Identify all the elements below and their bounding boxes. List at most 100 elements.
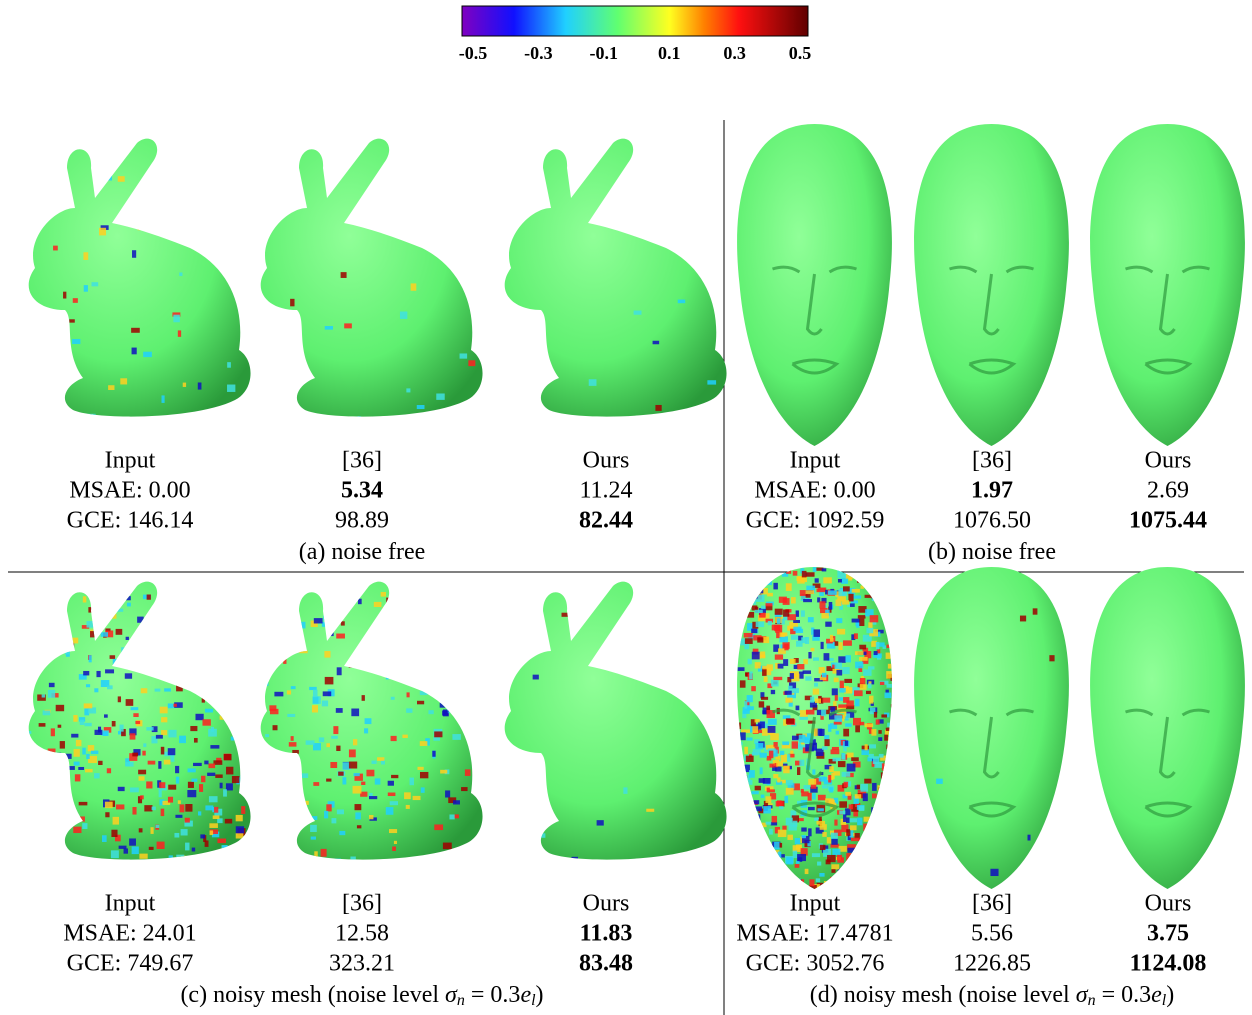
noise-spot [785, 698, 792, 703]
noise-spot [783, 659, 788, 666]
noise-spot [73, 858, 82, 863]
noise-spot [125, 762, 133, 767]
noise-spot [212, 615, 221, 620]
noise-spot [874, 590, 882, 596]
noise-spot [751, 686, 756, 691]
noise-spot [772, 816, 777, 823]
noise-spot [767, 664, 773, 671]
noise-spot [378, 655, 385, 661]
noise-spot [760, 576, 766, 584]
noise-spot [868, 666, 874, 669]
noise-spot [180, 619, 184, 623]
noise-spot [743, 847, 747, 852]
noise-spot [349, 762, 357, 769]
noise-spot [845, 792, 851, 796]
noise-spot [830, 635, 833, 639]
noise-spot [867, 879, 875, 882]
colorbar-tick-label: 0.1 [658, 43, 681, 63]
noise-spot [741, 878, 749, 884]
noise-spot [812, 793, 816, 799]
noise-spot [125, 582, 132, 587]
noise-spot [859, 574, 864, 578]
noise-spot [386, 807, 394, 815]
noise-spot [839, 697, 843, 701]
noise-spot [752, 605, 758, 610]
noise-spot [66, 766, 74, 770]
noise-spot [40, 809, 44, 817]
noise-spot [116, 804, 124, 809]
noise-spot [746, 870, 752, 878]
noise-spot [808, 652, 811, 658]
noise-spot [891, 847, 899, 854]
noise-spot [253, 828, 260, 831]
noise-spot [101, 612, 109, 616]
noise-spot [878, 730, 881, 734]
msae-value: 5.34 [341, 478, 383, 504]
noise-spot [48, 690, 55, 698]
noise-spot [210, 830, 214, 835]
noise-spot [56, 705, 64, 711]
noise-spot [333, 726, 338, 734]
noise-spot [225, 819, 232, 824]
noise-spot [858, 806, 864, 811]
caption-text: (b) noise free [928, 539, 1056, 565]
noise-spot [466, 704, 473, 710]
noise-spot [369, 815, 373, 819]
noise-spot [753, 830, 758, 834]
noise-spot [755, 610, 763, 613]
noise-spot [50, 809, 55, 816]
noise-spot [139, 776, 145, 780]
noise-spot [772, 858, 776, 865]
noise-spot [822, 746, 828, 749]
noise-spot [16, 851, 24, 858]
colorbar-tick-label: -0.1 [590, 43, 619, 63]
noise-spot [60, 741, 65, 749]
noise-spot [160, 581, 166, 585]
noise-spot [269, 705, 276, 711]
noise-spot [740, 680, 746, 687]
noise-spot [291, 686, 296, 689]
colorbar-tick-label: 0.3 [723, 43, 746, 63]
colorbar-tick-label: 0.5 [789, 43, 812, 63]
noise-spot [166, 617, 174, 624]
noise-spot [891, 678, 897, 681]
noise-spot [210, 630, 218, 636]
noise-spot [795, 864, 800, 868]
noise-spot [83, 252, 88, 260]
noise-spot [132, 753, 138, 757]
noise-spot [891, 607, 898, 613]
noise-spot [107, 685, 113, 689]
noise-spot [144, 805, 152, 811]
noise-spot [107, 768, 111, 773]
noise-spot [884, 803, 888, 808]
noise-spot [626, 619, 634, 623]
noise-spot [759, 613, 765, 618]
noise-spot [131, 707, 139, 710]
noise-spot [823, 577, 832, 583]
noise-spot [802, 571, 807, 577]
noise-spot [838, 579, 842, 582]
noise-spot [818, 795, 826, 801]
noise-spot [806, 572, 815, 576]
noise-spot [797, 854, 806, 861]
noise-spot [571, 857, 578, 863]
noise-spot [829, 766, 834, 772]
noise-spot [125, 673, 132, 678]
noise-spot [217, 612, 223, 619]
noise-spot [391, 697, 395, 700]
head-mesh [914, 567, 1069, 889]
noise-spot [256, 167, 259, 171]
noise-spot [174, 654, 181, 659]
noise-spot [762, 729, 768, 736]
noise-spot [744, 847, 749, 854]
noise-spot [783, 868, 789, 874]
noise-spot [270, 799, 276, 803]
noise-spot [846, 829, 850, 836]
gce-value: GCE: 1092.59 [746, 508, 885, 534]
noise-spot [854, 633, 858, 639]
noise-spot [887, 807, 896, 813]
noise-spot [27, 649, 33, 655]
noise-spot [744, 780, 752, 785]
noise-spot [850, 825, 857, 830]
noise-spot [763, 869, 771, 877]
